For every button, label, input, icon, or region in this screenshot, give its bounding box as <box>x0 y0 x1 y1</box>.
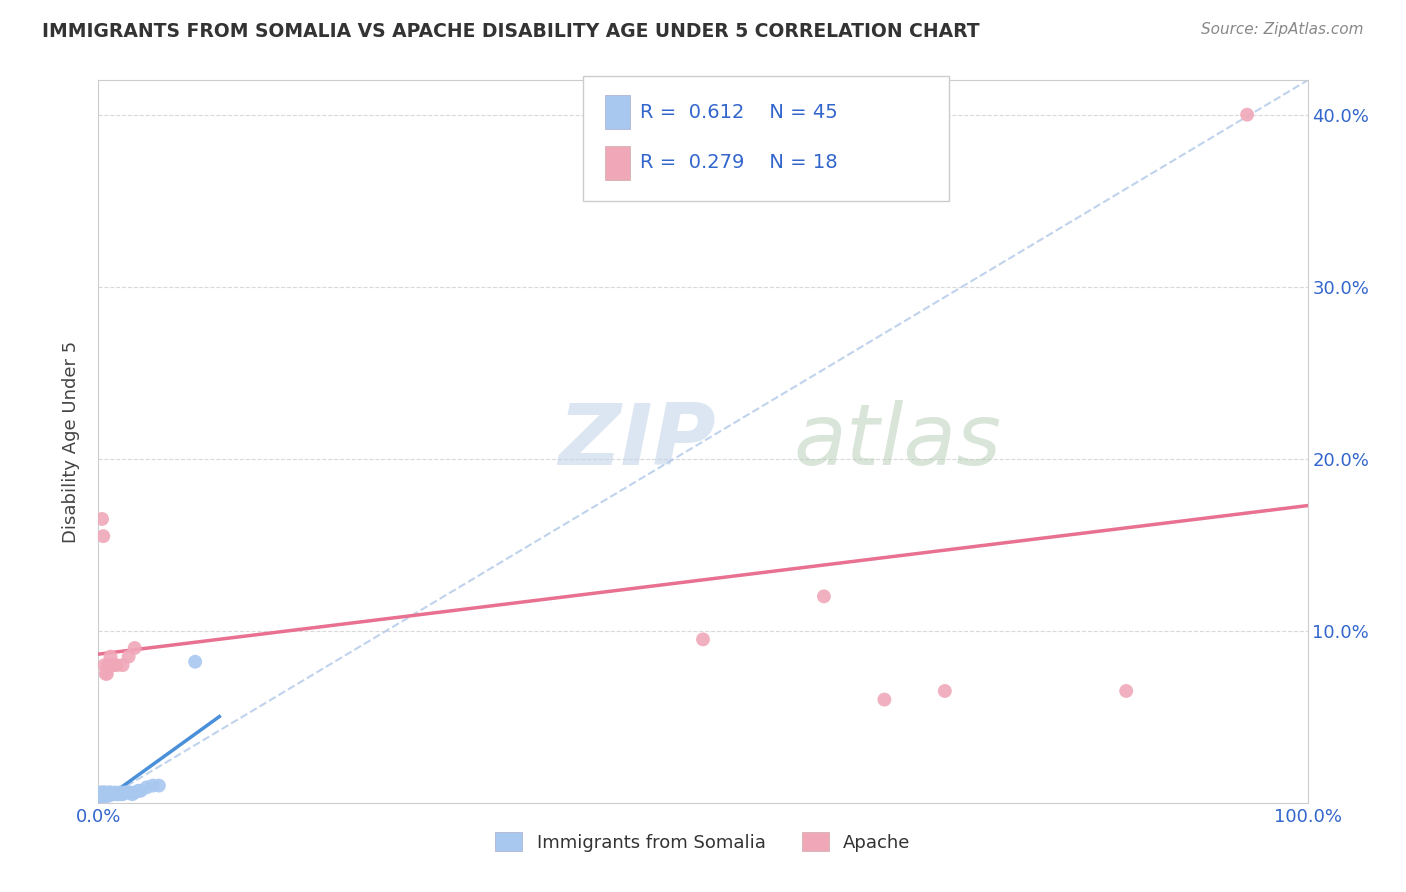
Point <box>121 787 143 801</box>
Point <box>111 658 134 673</box>
Point <box>100 787 122 801</box>
Point <box>94 785 117 799</box>
Point <box>93 785 115 799</box>
Text: ZIP: ZIP <box>558 400 716 483</box>
Point <box>93 787 115 801</box>
Point <box>110 787 132 801</box>
Point <box>148 779 170 793</box>
Point <box>100 649 122 664</box>
Point <box>91 787 114 801</box>
Point <box>1115 684 1137 698</box>
Point <box>114 785 136 799</box>
Point <box>117 785 139 799</box>
Point <box>107 787 129 801</box>
Point <box>100 787 122 801</box>
Point <box>98 785 121 799</box>
Point <box>118 785 141 799</box>
Point <box>91 529 114 543</box>
Point <box>90 787 112 801</box>
Point <box>90 785 112 799</box>
Y-axis label: Disability Age Under 5: Disability Age Under 5 <box>62 341 80 542</box>
Point <box>105 658 128 673</box>
Point <box>96 787 118 801</box>
Point <box>118 649 141 664</box>
Point <box>97 658 120 673</box>
Point <box>101 658 124 673</box>
Point <box>91 787 114 801</box>
Point <box>90 789 112 803</box>
Point <box>100 785 122 799</box>
Text: Source: ZipAtlas.com: Source: ZipAtlas.com <box>1201 22 1364 37</box>
Point <box>813 590 835 604</box>
Point <box>104 785 127 799</box>
Point <box>94 666 117 681</box>
Point <box>934 684 956 698</box>
Point <box>108 787 131 801</box>
Point <box>127 784 149 798</box>
Point <box>692 632 714 647</box>
Point <box>103 787 125 801</box>
Point <box>124 785 146 799</box>
Point <box>94 789 117 803</box>
Point <box>89 789 111 803</box>
Point <box>105 787 128 801</box>
Point <box>97 787 120 801</box>
Point <box>184 655 207 669</box>
Point <box>94 787 117 801</box>
Text: atlas: atlas <box>793 400 1001 483</box>
Point <box>91 789 114 803</box>
Point <box>96 666 118 681</box>
Point <box>91 785 114 799</box>
Point <box>1236 108 1258 122</box>
Point <box>91 787 114 801</box>
Text: R =  0.612    N = 45: R = 0.612 N = 45 <box>640 103 838 122</box>
Point <box>96 787 118 801</box>
Legend: Immigrants from Somalia, Apache: Immigrants from Somalia, Apache <box>488 825 918 859</box>
Point <box>142 779 165 793</box>
Point <box>111 787 134 801</box>
Point <box>98 787 121 801</box>
Point <box>873 692 896 706</box>
Point <box>97 789 120 803</box>
Point <box>108 785 131 799</box>
Point <box>91 512 114 526</box>
Point <box>93 789 115 803</box>
Point <box>101 787 124 801</box>
Point <box>89 787 111 801</box>
Text: IMMIGRANTS FROM SOMALIA VS APACHE DISABILITY AGE UNDER 5 CORRELATION CHART: IMMIGRANTS FROM SOMALIA VS APACHE DISABI… <box>42 22 980 41</box>
Text: R =  0.279    N = 18: R = 0.279 N = 18 <box>640 153 838 172</box>
Point <box>93 658 115 673</box>
Point <box>129 784 152 798</box>
Point <box>124 640 146 655</box>
Point <box>135 780 157 795</box>
